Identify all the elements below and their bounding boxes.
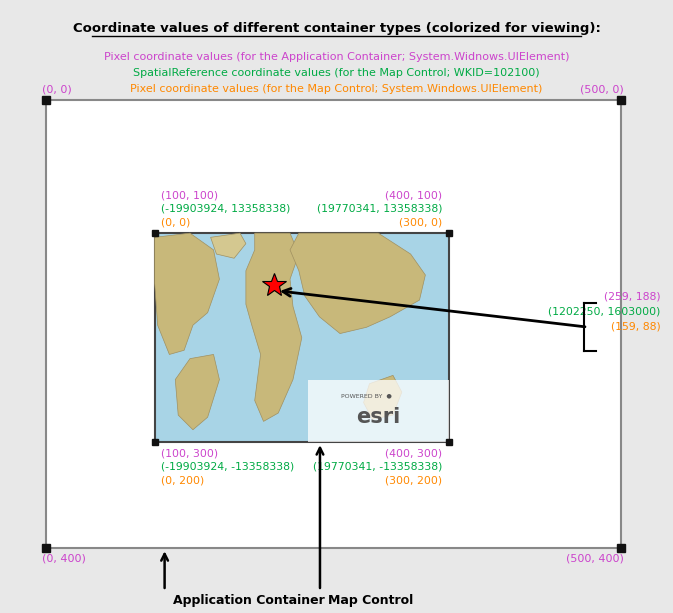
Text: esri: esri: [356, 407, 400, 427]
Polygon shape: [363, 375, 402, 419]
Polygon shape: [290, 233, 425, 333]
Text: (1202250, 1603000): (1202250, 1603000): [548, 306, 660, 316]
Text: (500, 0): (500, 0): [580, 85, 624, 95]
Text: (0, 200): (0, 200): [162, 475, 205, 485]
Text: (300, 0): (300, 0): [399, 217, 442, 227]
Text: (500, 400): (500, 400): [566, 554, 624, 563]
Bar: [155, 233, 449, 443]
Text: Application Container: Application Container: [172, 594, 324, 607]
Text: (19770341, 13358338): (19770341, 13358338): [317, 204, 442, 214]
Text: (0, 400): (0, 400): [42, 554, 86, 563]
Text: (0, 0): (0, 0): [42, 85, 72, 95]
Text: (159, 88): (159, 88): [610, 322, 660, 332]
Polygon shape: [211, 233, 246, 258]
Text: (400, 300): (400, 300): [385, 448, 442, 459]
Polygon shape: [246, 233, 302, 421]
Text: POWERED BY  ●: POWERED BY ●: [341, 394, 392, 399]
Text: Coordinate values of different container types (colorized for viewing):: Coordinate values of different container…: [73, 22, 600, 35]
Text: Pixel coordinate values (for the Map Control; System.Windows.UIElement): Pixel coordinate values (for the Map Con…: [131, 84, 542, 94]
Text: Pixel coordinate values (for the Application Container; System.Widnows.UIElement: Pixel coordinate values (for the Applica…: [104, 53, 569, 63]
Text: (100, 100): (100, 100): [162, 191, 219, 200]
Text: (0, 0): (0, 0): [162, 217, 190, 227]
Bar: [308, 379, 449, 443]
Polygon shape: [155, 233, 219, 354]
Text: (300, 200): (300, 200): [385, 475, 442, 485]
Bar: [46, 100, 621, 549]
Text: SpatialReference coordinate values (for the Map Control; WKID=102100): SpatialReference coordinate values (for …: [133, 68, 540, 78]
Text: (-19903924, 13358338): (-19903924, 13358338): [162, 204, 291, 214]
Polygon shape: [175, 354, 219, 430]
Text: (400, 100): (400, 100): [385, 191, 442, 200]
Text: (259, 188): (259, 188): [604, 292, 660, 302]
Text: (100, 300): (100, 300): [162, 448, 219, 459]
Text: Map Control: Map Control: [328, 594, 413, 607]
Text: (-19903924, -13358338): (-19903924, -13358338): [162, 462, 295, 472]
Text: (19770341, -13358338): (19770341, -13358338): [313, 462, 442, 472]
